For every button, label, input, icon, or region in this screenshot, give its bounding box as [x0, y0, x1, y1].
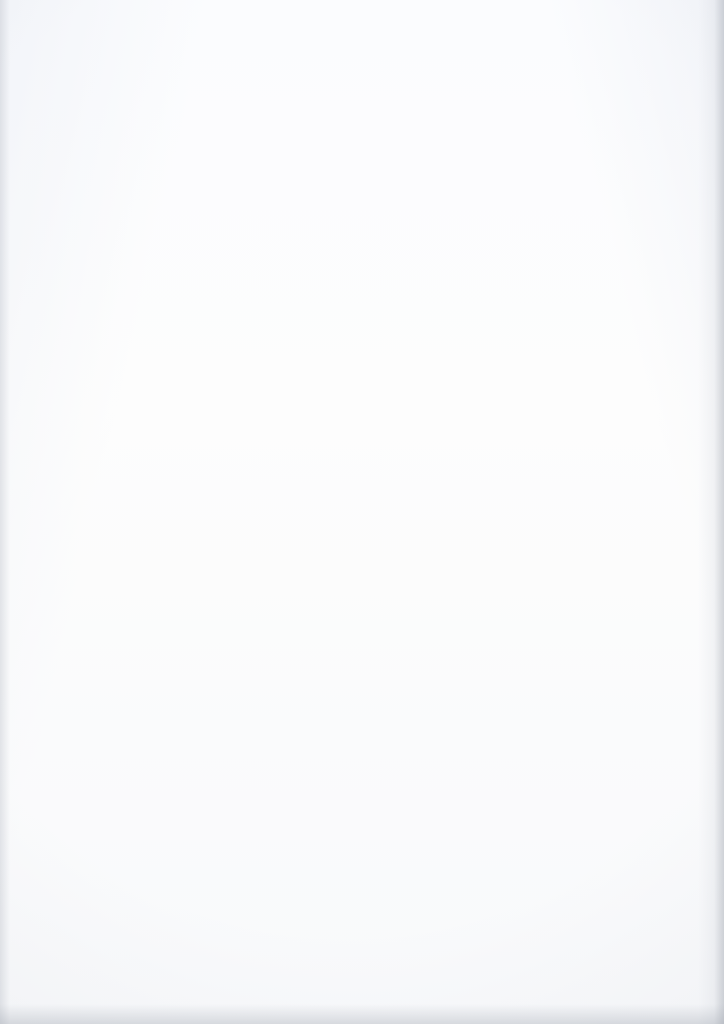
banner-label: متن مصوبه: [327, 285, 397, 301]
members-header-oppose-signature: امضاء: [34, 484, 119, 544]
row-index: ۵: [662, 743, 691, 794]
row-member-role: نائب رئیس شورا: [354, 593, 481, 644]
resolution-body: نامه شماره فوق شهرداری مبنی بر اینکه خان…: [34, 330, 690, 425]
row-member-name: عبدالمحسن فدعمی: [480, 743, 663, 794]
meta-value-council-plan: ۱۳۹۰/۳/۲۴-۹۵: [134, 222, 295, 267]
row-oppose-mark: [118, 843, 177, 894]
row-oppose-signature: [34, 843, 119, 894]
row-member-role: عضو شورا: [354, 843, 481, 894]
header-line-term: (دوره سوم): [326, 162, 398, 176]
table-row: ۲ غلامرضا یار نائب رئیس شورا: [34, 593, 691, 644]
members-header-index: ردیف: [662, 484, 691, 544]
row-agree-mark: ✓: [292, 843, 355, 894]
members-header-role: سمت: [354, 484, 481, 544]
row-member-role: منشی شورا: [354, 693, 481, 744]
row-agree-mark: ✓: [292, 543, 355, 594]
row-oppose-signature: [34, 693, 119, 744]
hole-punch-mark-body: [26, 364, 48, 389]
meta-header-council-plan: شماره و تاریخ طرح شورای اسلامی: [134, 190, 295, 223]
row-index: ۳: [662, 643, 691, 694]
meta-header-legal-documents: مستندات قانونی مصوبه: [34, 190, 135, 223]
table-row: ۱ مهران افضلی ریاست شورا ✓: [34, 543, 691, 594]
row-oppose-signature: [34, 543, 119, 594]
row-oppose-mark: [118, 793, 177, 844]
row-oppose-signature: [34, 793, 119, 844]
row-agree-signature: [176, 743, 293, 794]
row-index: ۶: [662, 793, 691, 844]
meta-value-resolution-number: ۳: [466, 222, 555, 267]
row-member-role: خزانه دار شورا: [354, 643, 481, 694]
meta-header-municipality-bill: شماره و تاریخ لایحه شهرداری: [294, 190, 467, 223]
table-row: ۳ حمیدرضا باقری خزانه دار شورا ✓: [34, 643, 691, 694]
row-oppose-signature: [34, 743, 119, 794]
row-agree-mark: ✓: [292, 643, 355, 694]
row-agree-mark: ✓: [292, 793, 355, 844]
row-agree-signature: [176, 643, 293, 694]
meta-header-resolution-number: شماره مصوبه: [466, 190, 555, 223]
row-member-name: سید ادریس مشعلی: [480, 793, 663, 844]
row-oppose-mark: [118, 643, 177, 694]
header-line-bismillah: بسمه تعالی: [326, 96, 398, 111]
row-member-role: عضو شورا: [354, 793, 481, 844]
table-row: ۶ سید ادریس مشعلی عضو شورا ✓: [34, 793, 691, 844]
resolution-text-banner: متن مصوبه: [34, 272, 690, 314]
row-agree-signature: [176, 793, 293, 844]
header-line-province: شوراهای اسلامی استان خوزستان: [257, 129, 467, 144]
row-agree-signature: [176, 693, 293, 744]
table-row: ۵ عبدالمحسن فدعمی عضو شورا ✓: [34, 743, 691, 794]
members-header-name: نام ونام خانوادگی: [480, 484, 663, 544]
meta-value-row: ۹۵ ۹۰/۳/۲۴ ۳ ۲۵۹۹-۹۰/۳/۱۶ ۱۳۹۰/۳/۲۴-۹۵ ـ: [34, 222, 691, 267]
row-oppose-mark: [118, 743, 177, 794]
row-member-name: حمیدرضا باقری: [480, 643, 663, 694]
scan-speck-top-left: [44, 40, 47, 43]
row-index: ۲: [662, 593, 691, 644]
row-agree-signature: [176, 843, 293, 894]
resolution-body-text: نامه شماره فوق شهرداری مبنی بر اینکه خان…: [34, 334, 691, 396]
row-member-role: ریاست شورا: [354, 543, 481, 594]
resolution-meta-table: شماره جلسه تاریخ جلسه شماره مصوبه شماره …: [34, 190, 691, 267]
resolution-body-tail: مصوب گردید.: [34, 405, 112, 420]
members-header-row: ردیف نام ونام خانوادگی سمت موافق امضاء م…: [34, 484, 691, 544]
meta-header-row: شماره جلسه تاریخ جلسه شماره مصوبه شماره …: [34, 190, 691, 223]
meta-header-session-date: تاریخ جلسه: [554, 190, 629, 223]
row-oppose-mark: [118, 593, 177, 644]
row-index: ۱: [662, 543, 691, 594]
ribbon-shape: متن مصوبه: [197, 275, 527, 311]
meta-value-municipality-bill: ۲۵۹۹-۹۰/۳/۱۶: [294, 222, 467, 267]
row-agree-mark: [292, 593, 355, 644]
row-member-name: مهران افضلی: [480, 543, 663, 594]
paper-fold-line: [706, 0, 707, 1024]
header-line-city: شورای اسلامی شهر امیدیه: [278, 145, 446, 161]
row-agree-signature: [176, 593, 293, 644]
row-oppose-mark: [118, 693, 177, 744]
hole-punch-mark-row3: [36, 641, 63, 668]
page-edge-shadow-bottom: [0, 1004, 724, 1024]
document-header: بسمه تعالی جمهوری اسلامی ایران شوراهای ا…: [0, 0, 724, 178]
row-oppose-mark: [118, 543, 177, 594]
meta-value-session-date: ۹۰/۳/۲۴: [554, 222, 629, 267]
row-oppose-signature: [34, 593, 119, 644]
row-member-name: رضا عکطاع زاده: [480, 843, 663, 894]
members-header-oppose: مخالف: [118, 484, 177, 544]
table-row: ۷ رضا عکطاع زاده عضو شورا ✓: [34, 843, 691, 894]
row-agree-signature: [176, 543, 293, 594]
meta-header-session-number: شماره جلسه: [628, 190, 691, 223]
members-section-title: اسامی و امضاء اعضاء شورا: [273, 452, 451, 467]
row-member-role: عضو شورا: [354, 743, 481, 794]
row-agree-mark: ✓: [292, 693, 355, 744]
meta-value-legal-documents: ـ: [34, 222, 135, 267]
header-line-country: جمهوری اسلامی ایران: [292, 112, 432, 128]
members-header-agree-signature: امضاء: [176, 484, 293, 544]
row-agree-mark: ✓: [292, 743, 355, 794]
scan-speck-top: [81, 23, 86, 28]
row-index: ۴: [662, 693, 691, 744]
meta-value-session-number: ۹۵: [628, 222, 691, 267]
row-member-name: غلامرضا یار: [480, 593, 663, 644]
table-row: ۴ امید علی شنبدی منشی شورا ✓: [34, 693, 691, 744]
council-members-table: ردیف نام ونام خانوادگی سمت موافق امضاء م…: [34, 484, 691, 894]
row-index: ۷: [662, 843, 691, 894]
row-member-name: امید علی شنبدی: [480, 693, 663, 744]
members-header-agree: موافق: [292, 484, 355, 544]
